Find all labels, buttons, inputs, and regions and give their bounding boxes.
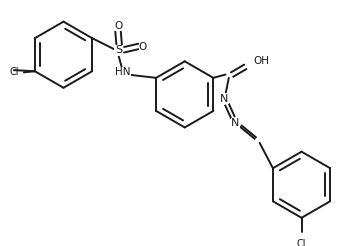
Text: N: N [220,94,228,104]
Text: S: S [115,45,122,55]
Text: O: O [139,42,147,52]
Text: Cl: Cl [10,67,20,77]
Text: OH: OH [253,56,269,66]
Text: O: O [115,21,123,31]
Text: Cl: Cl [297,239,306,246]
Text: N: N [231,118,240,128]
Text: HN: HN [115,67,131,77]
